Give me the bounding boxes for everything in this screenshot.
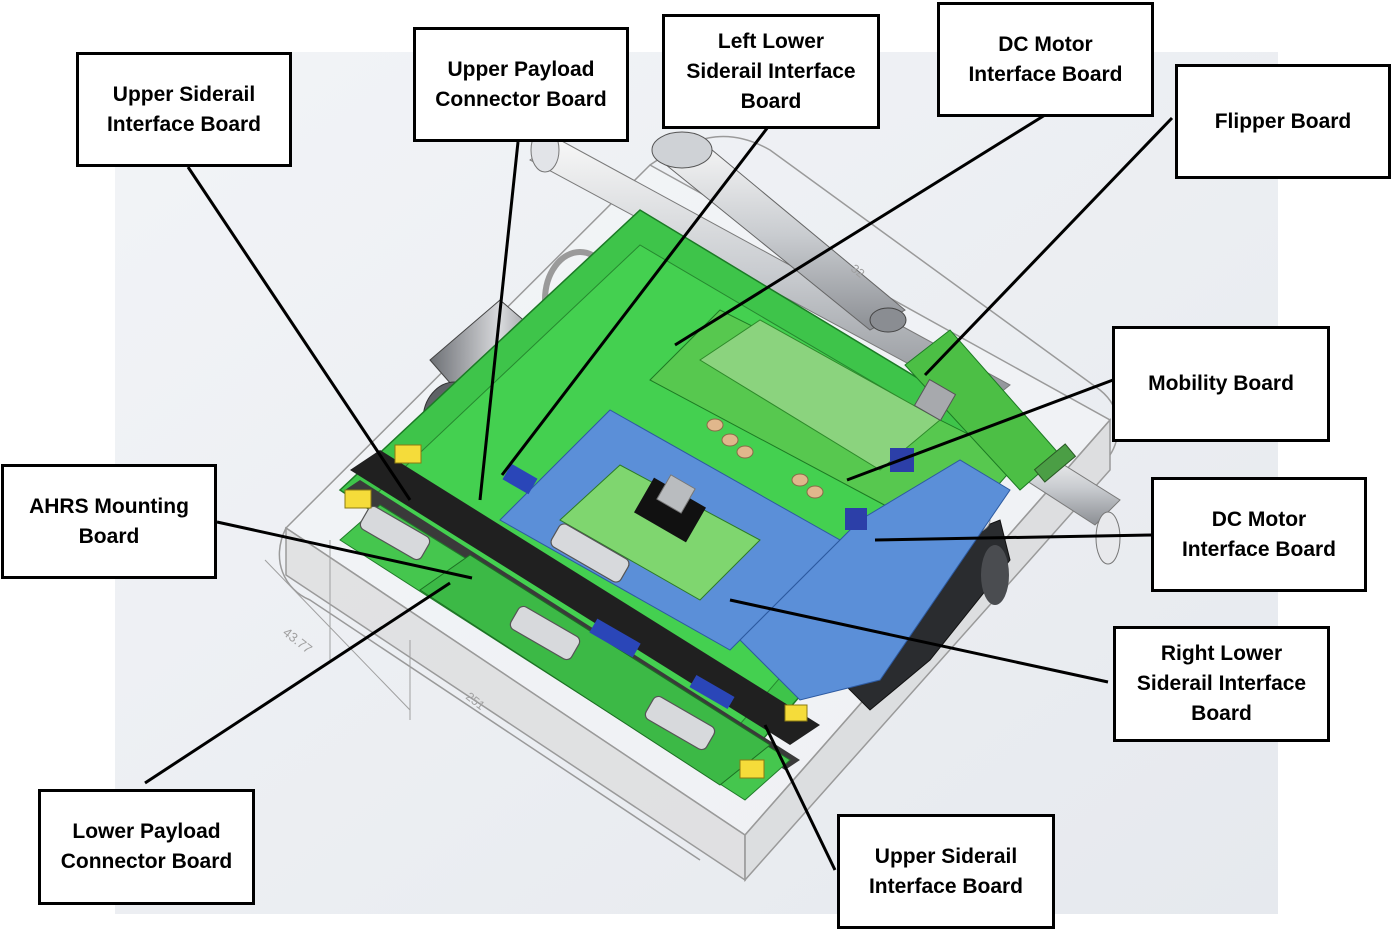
leader-left-lower-siderail: [500, 126, 770, 476]
dsub-connectors: [359, 505, 716, 751]
leader-ahrs-mounting: [216, 520, 473, 580]
blue-interface-board: [739, 448, 1011, 701]
leader-right-lower-siderail: [729, 598, 1109, 684]
capacitor-bank: [706, 418, 824, 499]
callout-upper-payload-connector-board: Upper Payload Connector Board: [413, 27, 629, 142]
callout-flipper-board: Flipper Board: [1175, 64, 1391, 179]
leader-dc-motor-top: [674, 113, 1046, 347]
leader-dc-motor-right: [874, 533, 1153, 542]
leader-lower-payload-connector: [144, 581, 451, 785]
blue-headers: [502, 463, 735, 710]
leader-upper-payload-connector: [478, 141, 520, 501]
callout-dc-motor-interface-board-right: DC Motor Interface Board: [1151, 477, 1367, 592]
callout-left-lower-siderail-interface-board: Left Lower Siderail Interface Board: [662, 14, 880, 129]
yellow-terminal-blocks: [344, 444, 808, 779]
callout-ahrs-mounting-board: AHRS Mounting Board: [1, 464, 217, 579]
leader-upper-siderail-top: [186, 166, 412, 501]
leader-upper-siderail-bottom: [763, 724, 837, 871]
callout-right-lower-siderail-interface-board: Right Lower Siderail Interface Board: [1113, 626, 1330, 742]
leader-lines: [144, 113, 1174, 871]
leader-flipper-board: [923, 116, 1174, 377]
dimension-annotation: [264, 540, 411, 720]
processor-board: [499, 409, 841, 651]
callout-lower-payload-connector-board: Lower Payload Connector Board: [38, 789, 255, 905]
callout-dc-motor-interface-board-top: DC Motor Interface Board: [937, 2, 1154, 117]
callout-upper-siderail-interface-board-bottom: Upper Siderail Interface Board: [837, 814, 1055, 929]
leader-mobility-board: [846, 378, 1114, 482]
callout-upper-siderail-interface-board-top: Upper Siderail Interface Board: [76, 52, 292, 167]
callout-mobility-board: Mobility Board: [1112, 326, 1330, 442]
